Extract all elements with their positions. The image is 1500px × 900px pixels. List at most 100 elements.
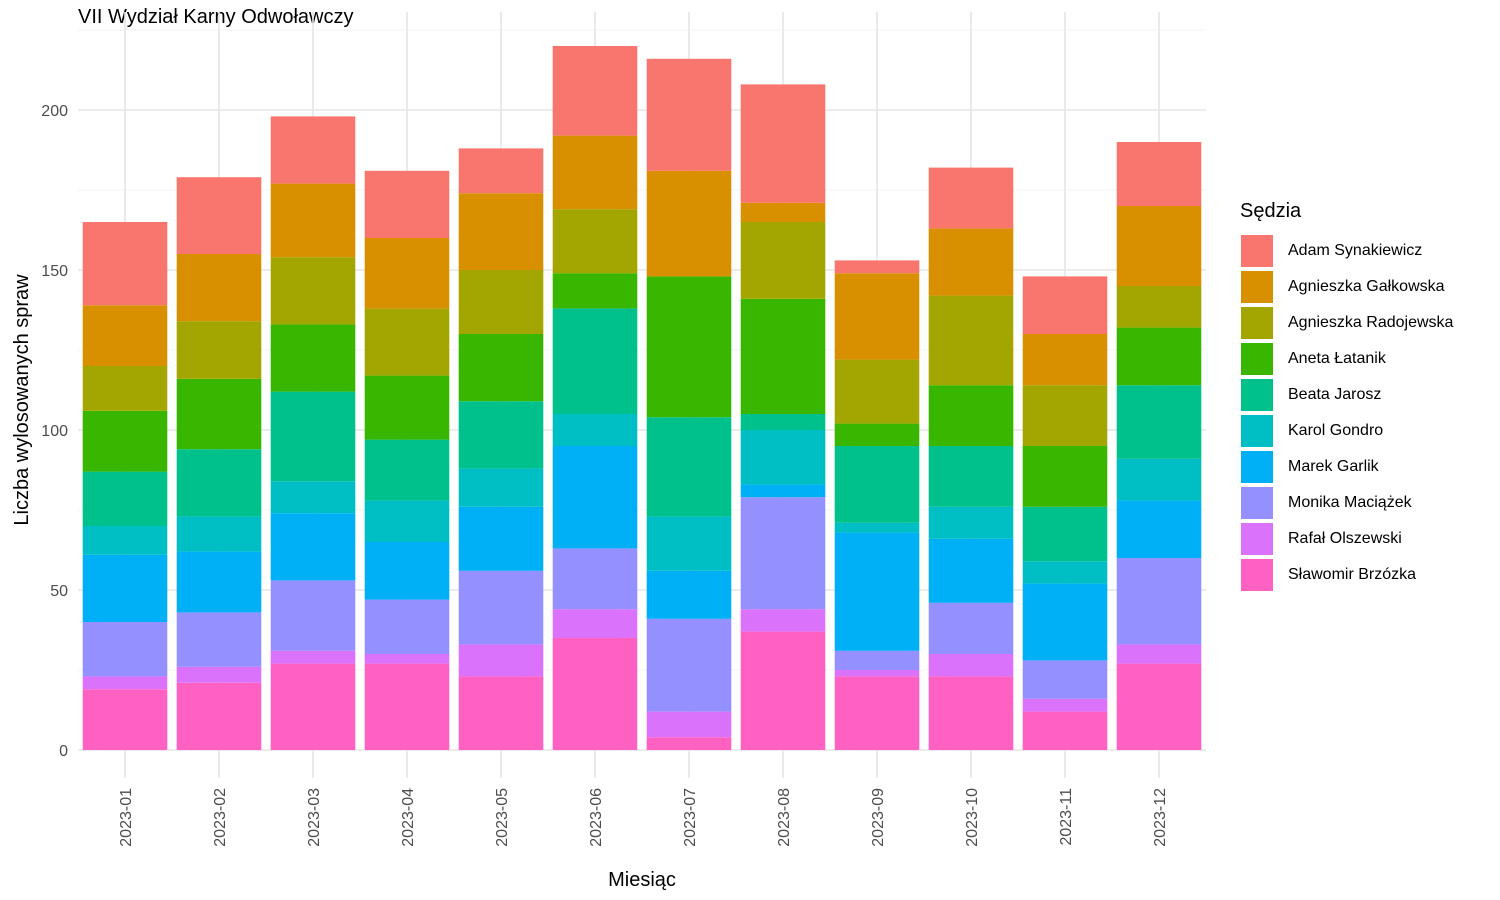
bar-segment	[270, 580, 356, 651]
bar-segment	[552, 135, 638, 210]
bar-segment	[1022, 561, 1108, 584]
bar-segment	[176, 682, 262, 750]
bar-segment	[834, 446, 920, 523]
bar-segment	[270, 183, 356, 258]
x-tick-label: 2023-08	[776, 788, 793, 847]
bar-segment	[1022, 334, 1108, 386]
bar-segment	[552, 638, 638, 750]
bar-segment	[834, 273, 920, 360]
bar-segment	[740, 298, 826, 414]
bar-segment	[270, 257, 356, 325]
bar-segment	[928, 228, 1014, 296]
bar-segment	[176, 612, 262, 667]
bar-segment	[552, 46, 638, 136]
legend-key	[1240, 306, 1274, 340]
legend-item: Beata Jarosz	[1240, 377, 1453, 413]
y-tick-label: 50	[50, 583, 68, 600]
bar-segment	[740, 484, 826, 498]
legend-key	[1240, 558, 1274, 592]
bar-segment	[834, 676, 920, 750]
y-tick-label: 200	[41, 103, 68, 120]
x-axis-label: Miesiąc	[608, 869, 676, 891]
bar-segment	[834, 670, 920, 677]
bar-segment	[458, 401, 544, 469]
legend-label: Sławomir Brzózka	[1288, 566, 1417, 583]
bar-segment	[1116, 558, 1202, 645]
bar-segment	[928, 385, 1014, 446]
bar-segment	[176, 254, 262, 322]
bar-segment	[646, 58, 732, 171]
bar-segment	[928, 538, 1014, 603]
legend-label: Beata Jarosz	[1288, 386, 1382, 403]
legend-label: Agnieszka Gałkowska	[1288, 278, 1445, 295]
bar-segment	[82, 366, 168, 411]
bar-segment	[646, 737, 732, 750]
legend-items: Adam Synakiewicz Agnieszka Gałkowska Agnie…	[1240, 233, 1453, 593]
bar-segment	[834, 650, 920, 670]
bar-segment	[176, 551, 262, 613]
bar-segment	[82, 676, 168, 690]
bar-segment	[364, 663, 450, 750]
y-tick-label: 150	[41, 263, 68, 280]
bar-segment	[740, 202, 826, 222]
legend-item: Adam Synakiewicz	[1240, 233, 1453, 269]
bar-segment	[364, 542, 450, 600]
bar-segment	[1116, 385, 1202, 459]
bar-segment	[1116, 327, 1202, 386]
bar-segment	[364, 170, 450, 238]
bar-segment	[1022, 446, 1108, 507]
legend-key	[1240, 378, 1274, 412]
bar-segment	[928, 602, 1014, 654]
bar-segment	[1022, 506, 1108, 562]
bar-segment	[82, 410, 168, 472]
bar-segment	[364, 308, 450, 376]
legend-title: Sędzia	[1240, 200, 1302, 222]
x-tick-label: 2023-01	[118, 788, 135, 847]
bar-segment	[82, 222, 168, 306]
bar-segment	[834, 522, 920, 533]
bar-segment	[1022, 660, 1108, 699]
legend-key	[1240, 414, 1274, 448]
chart-title: VII Wydział Karny Odwoławczy	[78, 6, 354, 28]
bar-segment	[834, 260, 920, 274]
bar-segment	[740, 497, 826, 610]
x-tick-label: 2023-09	[870, 788, 887, 847]
bar-segment	[928, 446, 1014, 507]
bar-segment	[646, 570, 732, 619]
bar-segment	[364, 654, 450, 664]
bar-segment	[458, 148, 544, 194]
legend-item: Monika Maciążek	[1240, 485, 1453, 521]
bar-segment	[646, 618, 732, 712]
bar-segment	[834, 532, 920, 651]
bar-segment	[1116, 142, 1202, 206]
legend-item: Agnieszka Radojewska	[1240, 305, 1453, 341]
bar-segment	[270, 650, 356, 664]
bar-segment	[552, 548, 638, 610]
bar-segment	[1022, 698, 1108, 712]
bar-segment	[270, 116, 356, 184]
bar-segment	[1116, 286, 1202, 328]
legend-label: Marek Garlik	[1288, 458, 1379, 475]
bar-segment	[458, 676, 544, 750]
x-tick-label: 2023-02	[212, 788, 229, 847]
bar-segment	[1116, 206, 1202, 286]
bar-segment	[1022, 711, 1108, 750]
bar-segment	[552, 273, 638, 309]
bar-segment	[834, 423, 920, 446]
bar-segment	[458, 644, 544, 677]
bar-segment	[834, 359, 920, 424]
legend-label: Adam Synakiewicz	[1288, 242, 1423, 259]
bar-segment	[1022, 385, 1108, 446]
bar-segment	[270, 513, 356, 581]
bar-segment	[82, 471, 168, 526]
bar-segment	[1022, 583, 1108, 661]
bar-segment	[270, 663, 356, 750]
legend-key	[1240, 270, 1274, 304]
bar-segment	[552, 609, 638, 638]
bar-segment	[176, 449, 262, 517]
bar-segment	[82, 622, 168, 677]
legend-label: Karol Gondro	[1288, 422, 1384, 439]
bar-segment	[82, 305, 168, 366]
bar-segment	[458, 193, 544, 270]
legend-key	[1240, 486, 1274, 520]
